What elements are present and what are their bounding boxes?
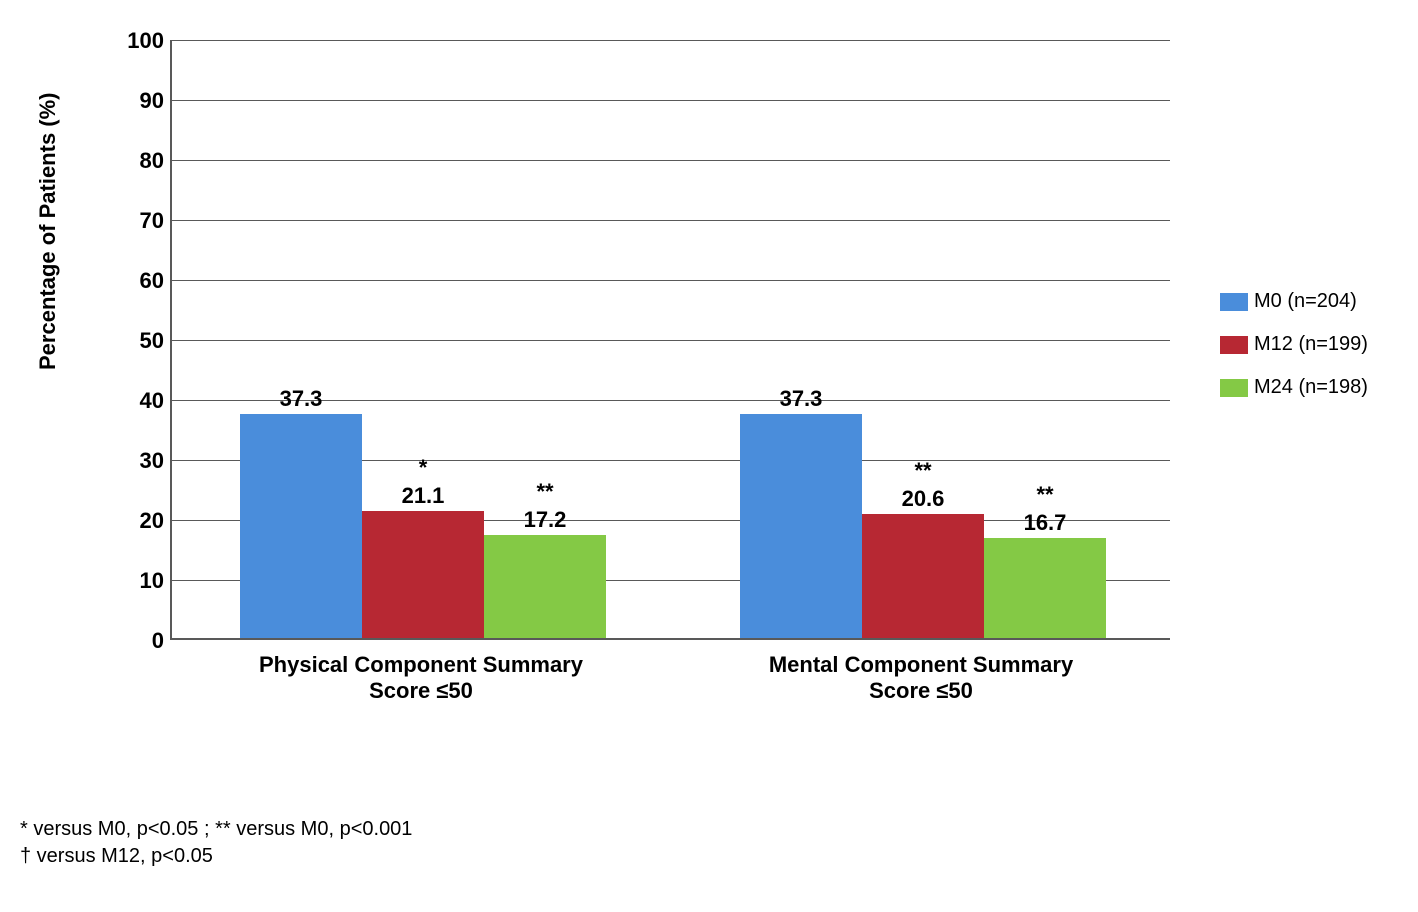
legend-item: M12 (n=199) xyxy=(1220,333,1368,356)
bar: 37.3 xyxy=(240,414,362,638)
chart-row: Percentage of Patients (%) 0 10 20 30 40 50 60… xyxy=(20,20,1418,770)
y-tick-label: 90 xyxy=(124,88,164,114)
legend-item: M0 (n=204) xyxy=(1220,290,1368,313)
significance-marker: * xyxy=(419,455,428,481)
chart-container: Percentage of Patients (%) 0 10 20 30 40 50 60… xyxy=(20,20,1210,770)
bar: 37.3 xyxy=(740,414,862,638)
bar: 20.6** xyxy=(862,514,984,638)
y-tick-label: 10 xyxy=(124,568,164,594)
footnote-line: * versus M0, p<0.05 ; ** versus M0, p<0.… xyxy=(20,818,412,841)
y-tick-label: 20 xyxy=(124,508,164,534)
y-tick-label: 70 xyxy=(124,208,164,234)
legend-swatch xyxy=(1220,293,1248,311)
bar: 21.1* xyxy=(362,511,484,638)
legend-label: M12 (n=199) xyxy=(1254,333,1368,356)
footnotes: * versus M0, p<0.05 ; ** versus M0, p<0.… xyxy=(20,818,412,872)
bar: 17.2** xyxy=(484,535,606,638)
significance-marker: ** xyxy=(536,479,553,505)
bar-value-label: 20.6 xyxy=(902,486,945,512)
x-category-label-line1: Physical Component Summary xyxy=(201,652,641,678)
significance-marker: ** xyxy=(1036,482,1053,508)
bars-row: 37.321.1*17.2** xyxy=(240,40,606,638)
bar-value-label: 17.2 xyxy=(524,507,567,533)
footnote-line: † versus M12, p<0.05 xyxy=(20,845,412,868)
bar-group: 37.321.1*17.2** xyxy=(240,40,606,638)
bar-value-label: 37.3 xyxy=(280,386,323,412)
x-category-label: Physical Component SummaryScore ≤50 xyxy=(201,652,641,704)
legend-label: M0 (n=204) xyxy=(1254,290,1357,313)
plot-area: 37.321.1*17.2**37.320.6**16.7** xyxy=(170,40,1170,640)
y-tick-label: 0 xyxy=(124,628,164,654)
chart-wrapper: Percentage of Patients (%) 0 10 20 30 40 50 60… xyxy=(20,20,1418,892)
bar: 16.7** xyxy=(984,538,1106,638)
x-category-label-line2: Score ≤50 xyxy=(701,678,1141,704)
y-axis-label: Percentage of Patients (%) xyxy=(35,92,61,370)
legend-swatch xyxy=(1220,336,1248,354)
bar-value-label: 16.7 xyxy=(1024,510,1067,536)
legend: M0 (n=204) M12 (n=199) M24 (n=198) xyxy=(1220,290,1368,419)
y-tick-label: 50 xyxy=(124,328,164,354)
y-tick-label: 80 xyxy=(124,148,164,174)
bars-row: 37.320.6**16.7** xyxy=(740,40,1106,638)
x-category-label: Mental Component SummaryScore ≤50 xyxy=(701,652,1141,704)
x-category-label-line1: Mental Component Summary xyxy=(701,652,1141,678)
legend-swatch xyxy=(1220,379,1248,397)
significance-marker: ** xyxy=(914,458,931,484)
bar-value-label: 21.1 xyxy=(402,483,445,509)
legend-item: M24 (n=198) xyxy=(1220,376,1368,399)
legend-label: M24 (n=198) xyxy=(1254,376,1368,399)
bar-group: 37.320.6**16.7** xyxy=(740,40,1106,638)
x-category-label-line2: Score ≤50 xyxy=(201,678,641,704)
y-tick-label: 30 xyxy=(124,448,164,474)
y-tick-label: 100 xyxy=(124,28,164,54)
plot-wrap: 0102030405060708090100 37.321.1*17.2**37… xyxy=(120,40,1170,670)
y-tick-label: 60 xyxy=(124,268,164,294)
y-tick-label: 40 xyxy=(124,388,164,414)
bar-value-label: 37.3 xyxy=(780,386,823,412)
